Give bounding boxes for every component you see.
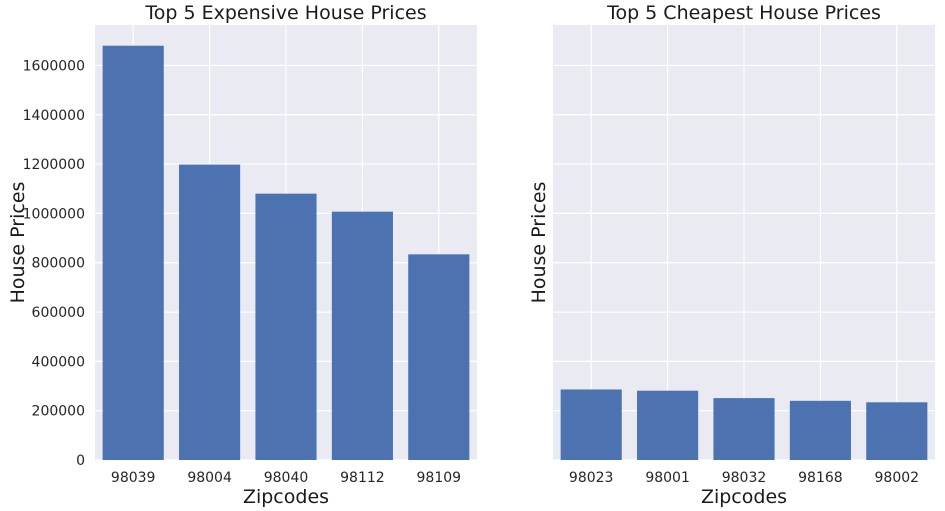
bars	[102, 45, 470, 460]
x-tick-labels: 98039 98004 98040 98112 98109	[111, 470, 461, 486]
bar	[255, 193, 317, 460]
bar	[179, 164, 241, 460]
y-tick-label: 1000000	[23, 206, 85, 222]
chart-title: Top 5 Cheapest House Prices	[606, 2, 881, 24]
x-tick-label: 98040	[264, 470, 309, 486]
y-tick-label: 800000	[32, 256, 85, 272]
bar	[331, 211, 393, 460]
x-tick-labels: 98023 98001 98032 98168 98002	[569, 470, 919, 486]
x-axis-label: Zipcodes	[701, 486, 787, 508]
expensive-chart-panel: 98039 98004 98040 98112 98109 0 200000 400000 6…	[7, 2, 477, 508]
bar	[713, 398, 775, 460]
x-tick-label: 98002	[875, 470, 920, 486]
x-tick-label: 98004	[187, 470, 232, 486]
y-axis-label: House Prices	[528, 182, 550, 304]
x-tick-label: 98023	[569, 470, 614, 486]
bar	[102, 45, 164, 460]
cheapest-chart-panel: 98023 98001 98032 98168 98002 Top 5 Cheapest…	[528, 2, 935, 508]
y-tick-label: 1400000	[23, 108, 85, 124]
bar	[789, 400, 851, 460]
bar	[637, 390, 699, 460]
bar	[560, 389, 622, 460]
y-tick-labels: 0 200000 400000 600000 800000 1000000 1200000 1…	[23, 58, 85, 469]
y-tick-label: 200000	[32, 404, 85, 420]
x-tick-label: 98039	[111, 470, 156, 486]
bar	[866, 402, 928, 460]
chart-title: Top 5 Expensive House Prices	[144, 2, 426, 24]
y-tick-label: 0	[76, 453, 85, 469]
y-tick-label: 1600000	[23, 58, 85, 74]
bars	[560, 389, 928, 460]
x-tick-label: 98001	[645, 470, 690, 486]
x-tick-label: 98168	[798, 470, 843, 486]
x-tick-label: 98112	[340, 470, 385, 486]
bar	[408, 254, 470, 460]
x-tick-label: 98032	[722, 470, 767, 486]
y-axis-label: House Prices	[7, 182, 29, 304]
y-tick-label: 400000	[32, 354, 85, 370]
x-axis-label: Zipcodes	[243, 486, 329, 508]
y-tick-label: 1200000	[23, 157, 85, 173]
x-tick-label: 98109	[417, 470, 462, 486]
y-tick-label: 600000	[32, 305, 85, 321]
